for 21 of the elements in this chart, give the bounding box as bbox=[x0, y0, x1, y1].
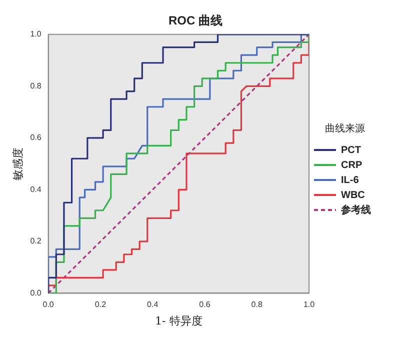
legend-label: 参考线 bbox=[340, 204, 371, 216]
chart-title: ROC 曲线 bbox=[168, 14, 222, 28]
legend-label: IL-6 bbox=[341, 174, 360, 186]
y-tick-label: 1.0 bbox=[30, 30, 42, 39]
x-tick-label: 0.4 bbox=[147, 300, 159, 310]
x-axis-title: 1- 特异度 bbox=[155, 314, 202, 328]
x-tick-label: 0.0 bbox=[42, 300, 54, 310]
x-tick-label: 0.6 bbox=[199, 300, 211, 310]
y-tick-label: 0.4 bbox=[30, 184, 42, 194]
y-tick-label: 0.0 bbox=[30, 288, 42, 298]
legend-title: 曲线来源 bbox=[325, 122, 365, 135]
y-tick-label: 0.2 bbox=[30, 236, 42, 246]
x-tick-label: 0.8 bbox=[251, 300, 263, 310]
y-tick-label: 0.8 bbox=[30, 81, 42, 90]
x-tick-label: 0.2 bbox=[94, 300, 107, 310]
legend-label: WBC bbox=[341, 190, 365, 201]
y-axis-title: 敏感度 bbox=[11, 147, 24, 180]
legend-label: CRP bbox=[341, 160, 362, 171]
x-tick-label: 1.0 bbox=[303, 300, 316, 310]
legend-label: PCT bbox=[341, 144, 361, 156]
y-tick-label: 0.6 bbox=[30, 133, 42, 142]
